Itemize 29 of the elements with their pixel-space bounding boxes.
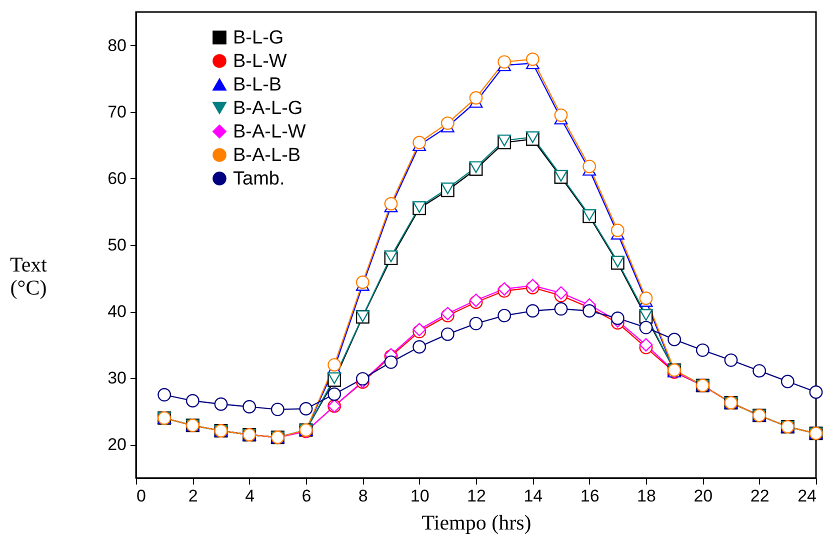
y-tick-label: 40	[108, 302, 126, 322]
legend-label: B-L-B	[233, 74, 282, 96]
legend-label: B-A-L-B	[233, 145, 301, 166]
y-tick-label: 70	[108, 102, 126, 122]
x-axis-title: Tiempo (hrs)	[422, 510, 532, 534]
x-tick-label: 14	[524, 486, 543, 506]
x-tick-label: 16	[580, 486, 600, 506]
legend-label: B-A-L-G	[233, 98, 303, 119]
legend-label: Tamb.	[233, 168, 285, 190]
x-tick-label: 24	[798, 486, 816, 506]
y-tick-label: 20	[108, 435, 126, 454]
x-tick-label: 2	[188, 486, 198, 506]
x-tick-label: 0	[136, 486, 146, 506]
x-tick-label: 8	[358, 486, 368, 506]
legend-label: B-L-G	[233, 28, 284, 48]
x-tick-label: 20	[694, 486, 713, 506]
y-tick-label: 50	[108, 236, 126, 254]
y-tick-label: 80	[108, 36, 126, 55]
x-tick-label: 4	[245, 486, 255, 506]
y-tick-label: 30	[108, 368, 126, 388]
y-tick-label: 60	[108, 168, 126, 188]
y-axis-title: Text (°C)	[10, 252, 48, 300]
x-tick-label: 22	[750, 486, 770, 506]
x-tick-label: 10	[410, 486, 430, 506]
x-tick-label: 12	[467, 486, 486, 506]
legend-label: B-L-W	[233, 51, 287, 72]
x-tick-label: 6	[302, 486, 312, 506]
x-tick-label: 18	[637, 486, 656, 506]
legend-label: B-A-L-W	[233, 122, 306, 142]
